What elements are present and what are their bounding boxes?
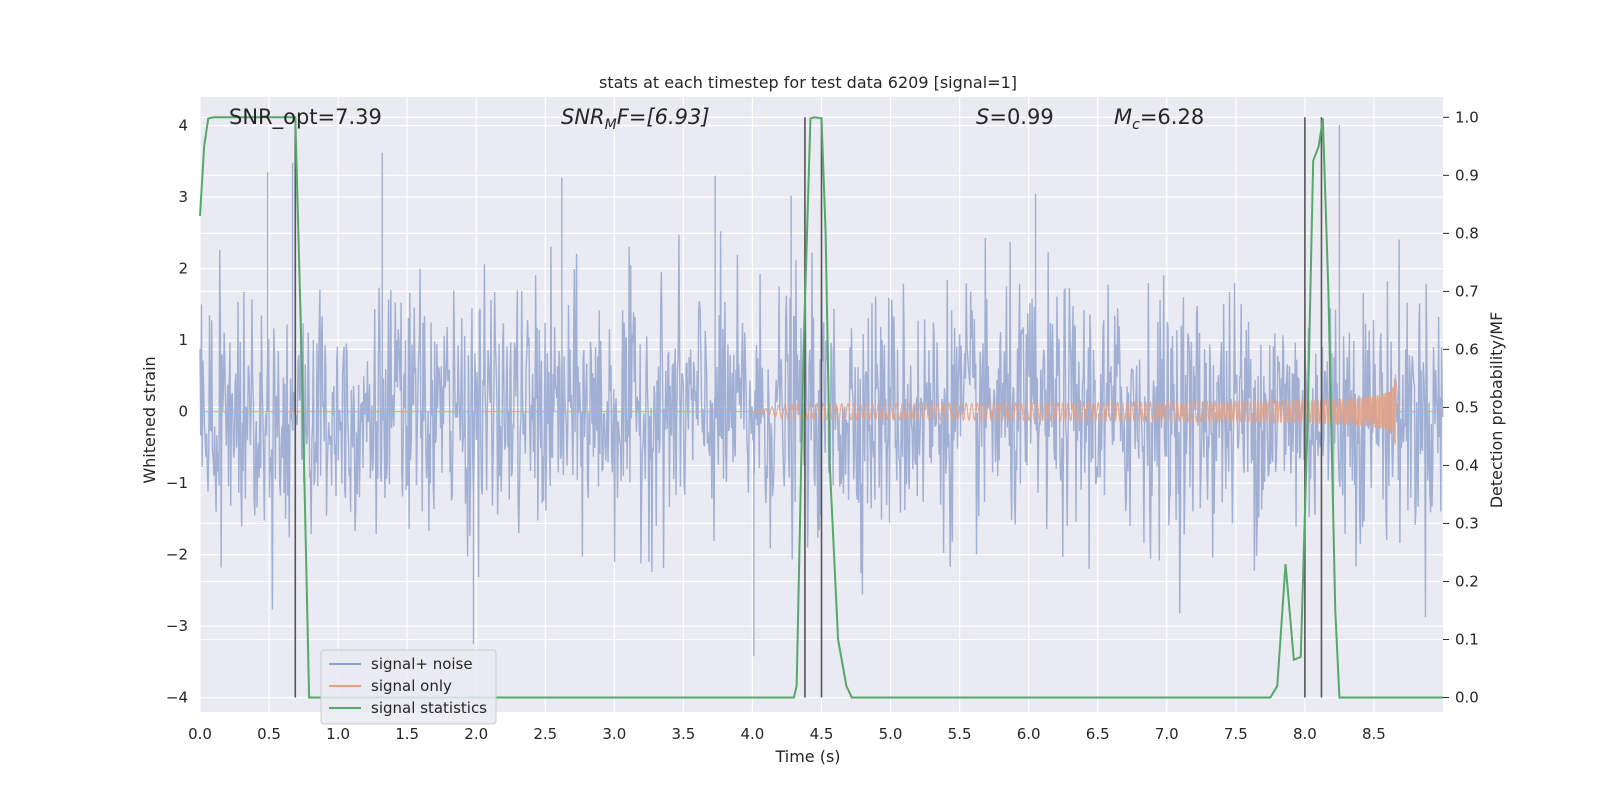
annotation-mc-main: M <box>1114 105 1132 129</box>
x-tick-label: 1.5 <box>395 725 419 743</box>
annotation-snr-mf-main: SNR <box>561 105 605 129</box>
legend: signal+ noise signal only signal statist… <box>320 649 497 725</box>
x-tick-label: 2.0 <box>464 725 488 743</box>
y-tick-label: −1 <box>166 474 188 492</box>
y-right-tick-label: 1.0 <box>1455 108 1479 126</box>
y-right-tick-label: 0.5 <box>1455 398 1479 416</box>
y-tick-label: −3 <box>166 617 188 635</box>
y-tick-label: 2 <box>178 260 188 278</box>
x-tick-label: 8.0 <box>1293 725 1317 743</box>
annotation-snr-opt: SNR_opt=7.39 <box>229 105 382 130</box>
legend-label-stats: signal statistics <box>371 699 487 717</box>
legend-label-signal: signal only <box>371 677 452 695</box>
y-right-tick-label: 0.4 <box>1455 456 1479 474</box>
x-tick-label: 3.0 <box>602 725 626 743</box>
x-tick-label: 5.5 <box>948 725 972 743</box>
series-signal-only <box>200 374 1443 445</box>
y-tick-label: 3 <box>178 188 188 206</box>
x-axis-ticks: 0.0 0.5 1.0 1.5 2.0 2.5 3.0 3.5 4.0 4.5 5.0 5.5 6.0 6… <box>188 725 1386 743</box>
y-right-tick-label: 0.0 <box>1455 688 1479 706</box>
y-right-tick-label: 0.6 <box>1455 340 1479 358</box>
x-tick-label: 3.5 <box>671 725 695 743</box>
x-tick-label: 4.5 <box>810 725 834 743</box>
annotation-s-main: S <box>976 105 989 129</box>
annotation-snr-mf-rest: F=[6.93] <box>617 105 710 129</box>
y-tick-label: 0 <box>178 403 188 421</box>
y-right-tick-label: 0.1 <box>1455 630 1479 648</box>
y-right-tick-label: 0.3 <box>1455 514 1479 532</box>
y-right-axis-ticks: 1.0 0.9 0.8 0.7 0.6 0.5 0.4 0.3 0.2 0.1 0.0 <box>1443 108 1479 706</box>
annotation-snr-mf: SNRMF=[6.93] <box>561 105 710 133</box>
y-right-tick-label: 0.2 <box>1455 572 1479 590</box>
x-tick-label: 7.0 <box>1155 725 1179 743</box>
x-tick-label: 5.0 <box>879 725 903 743</box>
x-tick-label: 4.0 <box>741 725 765 743</box>
x-tick-label: 2.5 <box>533 725 557 743</box>
annotation-s: S=0.99 <box>976 105 1054 129</box>
annotations: SNR_opt=7.39 SNRMF=[6.93] S=0.99 Mc=6.28 <box>229 105 1204 133</box>
x-tick-label: 8.5 <box>1362 725 1386 743</box>
x-tick-label: 6.5 <box>1086 725 1110 743</box>
annotation-snr-mf-sub: M <box>605 117 617 133</box>
chirp-trace <box>200 374 1443 445</box>
x-tick-label: 0.5 <box>257 725 281 743</box>
y-axis-label: Whitened strain <box>140 356 159 483</box>
chart-title: stats at each timestep for test data 620… <box>599 73 1017 92</box>
y-right-tick-label: 0.7 <box>1455 282 1479 300</box>
x-tick-label: 1.0 <box>326 725 350 743</box>
legend-label-noise: signal+ noise <box>371 655 473 673</box>
detection-markers <box>294 117 1323 698</box>
y-tick-label: −4 <box>166 689 188 707</box>
legend-box <box>320 649 497 725</box>
y-right-axis-label: Detection probability/MF <box>1487 312 1506 509</box>
y-tick-label: 1 <box>178 331 188 349</box>
annotation-s-rest: =0.99 <box>989 105 1053 129</box>
y-tick-label: −2 <box>166 546 188 564</box>
annotation-mc-rest: =6.28 <box>1140 105 1204 129</box>
series-signal-statistics <box>199 116 1443 699</box>
x-axis-label: Time (s) <box>774 747 840 766</box>
statistics-trace <box>199 116 1443 699</box>
annotation-mc-sub: c <box>1132 117 1140 133</box>
x-tick-label: 7.5 <box>1224 725 1248 743</box>
y-axis-ticks: 4 3 2 1 0 −1 −2 −3 −4 <box>166 117 188 707</box>
y-tick-label: 4 <box>178 117 188 135</box>
x-tick-label: 6.0 <box>1017 725 1041 743</box>
x-tick-label: 0.0 <box>188 725 212 743</box>
annotation-mc: Mc=6.28 <box>1114 105 1204 133</box>
y-right-tick-label: 0.8 <box>1455 224 1479 242</box>
y-right-tick-label: 0.9 <box>1455 166 1479 184</box>
